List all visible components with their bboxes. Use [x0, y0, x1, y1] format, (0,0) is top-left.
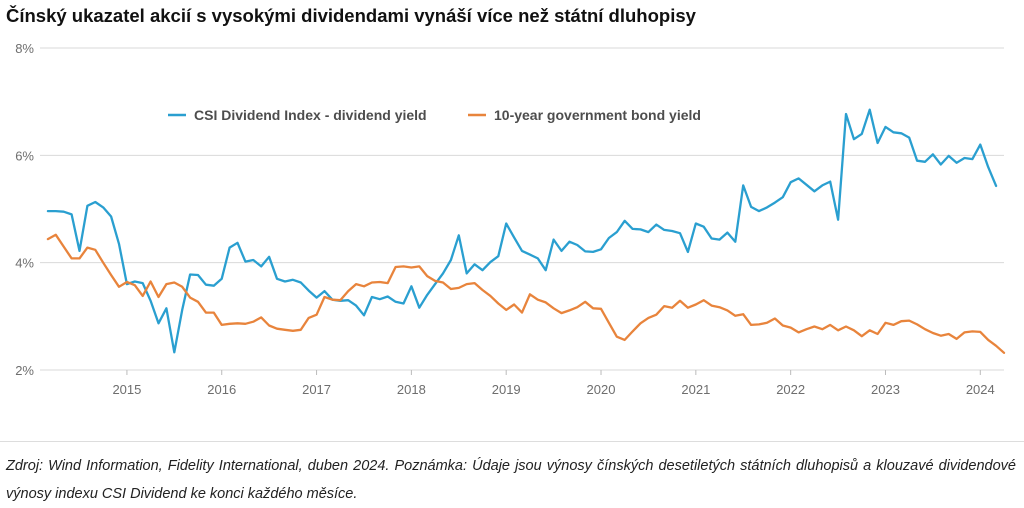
x-tick-label: 2021	[681, 382, 710, 397]
source-note: Zdroj: Wind Information, Fidelity Intern…	[6, 458, 1016, 502]
y-tick-label: 4%	[15, 256, 34, 271]
series-line-dividend-yield	[46, 108, 998, 354]
x-tick-label: 2015	[112, 382, 141, 397]
y-axis: 2% 4% 6% 8%	[15, 41, 34, 378]
x-tick-label: 2018	[397, 382, 426, 397]
y-tick-label: 2%	[15, 363, 34, 378]
grid-lines	[40, 47, 1004, 371]
chart-title: Čínský ukazatel akcií s vysokými dividen…	[6, 5, 696, 26]
line-chart: 2% 4% 6% 8% 2015 2016 2017 2018 2019 2020 2021 202…	[15, 41, 1006, 397]
x-tick-label: 2019	[492, 382, 521, 397]
x-tick-label: 2022	[776, 382, 805, 397]
legend: CSI Dividend Index - dividend yield 10-ye…	[168, 107, 701, 123]
x-axis: 2015 2016 2017 2018 2019 2020 2021 2022 2023 2024	[112, 370, 995, 397]
legend-label: 10-year government bond yield	[494, 107, 701, 123]
y-tick-label: 8%	[15, 41, 34, 56]
x-tick-label: 2020	[587, 382, 616, 397]
legend-label: CSI Dividend Index - dividend yield	[194, 107, 427, 123]
x-tick-label: 2024	[966, 382, 995, 397]
series-line-bond-yield	[46, 233, 1006, 354]
x-tick-label: 2017	[302, 382, 331, 397]
footer-divider	[0, 441, 1024, 442]
x-tick-label: 2016	[207, 382, 236, 397]
x-tick-label: 2023	[871, 382, 900, 397]
y-tick-label: 6%	[15, 148, 34, 163]
series-lines	[46, 108, 1006, 354]
